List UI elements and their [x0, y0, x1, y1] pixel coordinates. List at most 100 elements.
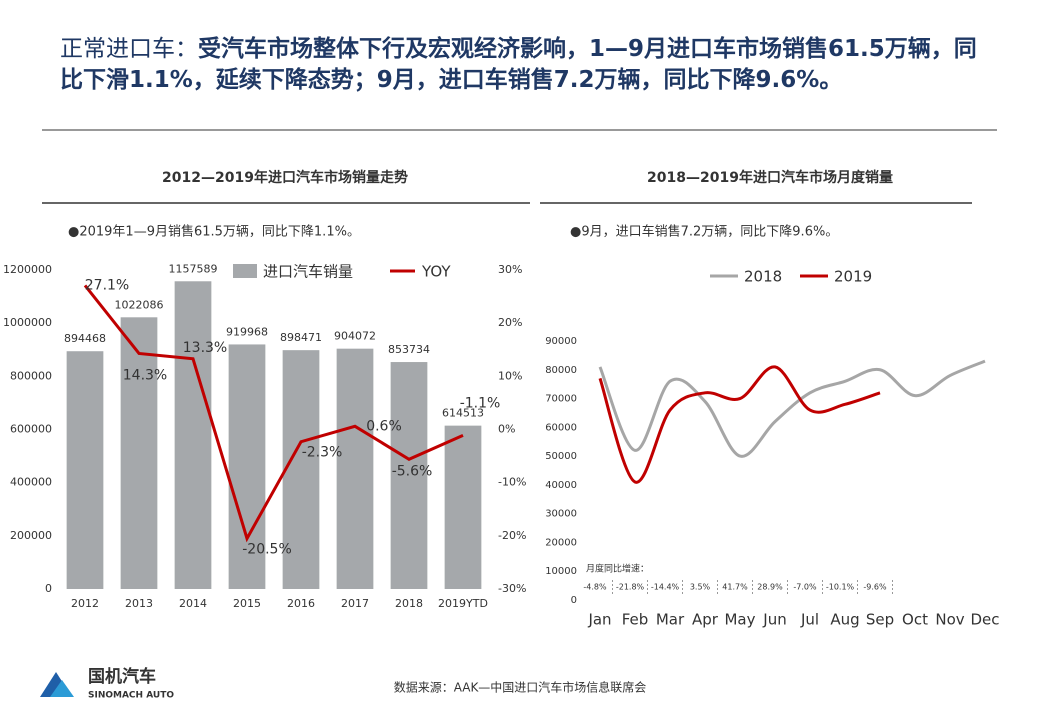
x-tick-label: 2015	[233, 597, 261, 610]
bar	[390, 362, 428, 589]
legend-label: 2019	[834, 268, 872, 286]
x-tick-label: Apr	[692, 611, 719, 629]
y-tick-label: 600000	[10, 423, 52, 436]
bar-label: 919968	[226, 325, 268, 338]
y2-tick-label: -10%	[498, 476, 526, 489]
y-tick-label: 0	[571, 595, 577, 606]
annotation: -7.0%	[793, 583, 817, 592]
logo-sub: SINOMACH AUTO	[88, 691, 174, 701]
y-tick-label: 800000	[10, 369, 52, 382]
logo: 国机汽车 SINOMACH AUTO	[40, 666, 174, 701]
x-tick-label: Mar	[656, 611, 685, 629]
line	[598, 365, 881, 484]
x-tick-label: Feb	[622, 611, 649, 629]
logo-mark	[50, 680, 74, 697]
y2-tick-label: 0%	[498, 423, 515, 436]
y-tick-label: 400000	[10, 476, 52, 489]
x-tick-label: Oct	[902, 611, 928, 629]
bar	[174, 281, 212, 589]
x-tick-label: 2014	[179, 597, 207, 610]
bar-label: 1022086	[115, 298, 164, 311]
headline: 正常进口车：受汽车市场整体下行及宏观经济影响，1—9月进口车市场销售61.5万辆…	[60, 34, 995, 96]
annotation: 41.7%	[722, 583, 748, 592]
bar	[228, 344, 266, 589]
line	[598, 359, 986, 458]
line-label: -5.6%	[392, 463, 433, 479]
y-tick-label: 20000	[545, 537, 577, 548]
y-tick-label: 0	[45, 582, 52, 595]
y-tick-label: 1200000	[3, 263, 52, 276]
y-tick-label: 70000	[545, 394, 577, 405]
x-tick-label: Sep	[866, 611, 894, 629]
headline-text: 受汽车市场整体下行及宏观经济影响，1—9月进口车市场销售61.5万辆，同比下滑1…	[60, 36, 977, 93]
x-tick-label: 2019YTD	[438, 597, 488, 610]
bar-label: 614513	[442, 407, 484, 420]
y-tick-label: 90000	[545, 336, 577, 347]
x-tick-label: Jan	[587, 611, 611, 629]
x-tick-label: Jul	[800, 611, 819, 629]
bar	[120, 317, 158, 589]
line-label: -1.1%	[460, 395, 501, 411]
y2-tick-label: 10%	[498, 369, 522, 382]
bar	[444, 425, 482, 589]
chart-title: 2012—2019年进口汽车市场销量走势	[162, 169, 408, 186]
legend-label: 2018	[744, 268, 782, 286]
chart-note: ●9月，进口车销售7.2万辆，同比下降9.6%。	[570, 224, 838, 240]
bar-label: 853734	[388, 343, 430, 356]
bar	[66, 351, 104, 589]
bar-label: 898471	[280, 331, 322, 344]
x-tick-label: 2018	[395, 597, 423, 610]
bar	[336, 348, 374, 589]
line-label: -2.3%	[302, 445, 343, 461]
legend-label: YOY	[421, 263, 451, 281]
annotation: -14.4%	[651, 583, 680, 592]
y-tick-label: 30000	[545, 509, 577, 520]
line-label: 27.1%	[85, 277, 129, 293]
x-tick-label: Aug	[830, 611, 859, 629]
y-tick-label: 80000	[545, 365, 577, 376]
bar-label: 1157589	[169, 262, 218, 275]
y-tick-label: 200000	[10, 529, 52, 542]
chart-note: ●2019年1—9月销售61.5万辆，同比下降1.1%。	[68, 224, 360, 240]
x-tick-label: 2017	[341, 597, 369, 610]
legend-swatch	[233, 264, 257, 278]
bar-label: 904072	[334, 330, 376, 343]
annotation: 28.9%	[757, 583, 783, 592]
line-label: 0.6%	[366, 418, 402, 434]
x-tick-label: May	[724, 611, 755, 629]
y-tick-label: 60000	[545, 422, 577, 433]
line-label: -20.5%	[242, 541, 292, 557]
line-label: 13.3%	[183, 340, 227, 356]
y2-tick-label: -30%	[498, 582, 526, 595]
headline-lead: 正常进口车：	[60, 36, 198, 62]
annotation-title: 月度同比增速：	[586, 563, 649, 575]
x-tick-label: Dec	[970, 611, 999, 629]
y-tick-label: 50000	[545, 451, 577, 462]
x-tick-label: Nov	[935, 611, 964, 629]
y2-tick-label: -20%	[498, 529, 526, 542]
y-tick-label: 1000000	[3, 316, 52, 329]
chart-title: 2018—2019年进口汽车市场月度销量	[647, 169, 893, 186]
annotation: -10.1%	[826, 583, 855, 592]
annotation: 3.5%	[690, 583, 711, 592]
x-tick-label: 2016	[287, 597, 315, 610]
x-tick-label: 2013	[125, 597, 153, 610]
logo-name: 国机汽车	[88, 666, 156, 687]
annotation: -4.8%	[583, 583, 607, 592]
x-tick-label: 2012	[71, 597, 99, 610]
y-tick-label: 40000	[545, 480, 577, 491]
line-label: 14.3%	[123, 367, 167, 383]
x-tick-label: Jun	[762, 611, 786, 629]
y2-tick-label: 20%	[498, 316, 522, 329]
bar	[282, 350, 320, 589]
legend-label: 进口汽车销量	[263, 263, 353, 281]
line	[83, 284, 464, 543]
source: 数据来源：AAK—中国进口汽车市场信息联席会	[394, 680, 647, 695]
y-tick-label: 10000	[545, 566, 577, 577]
y2-tick-label: 30%	[498, 263, 522, 276]
bar-label: 894468	[64, 332, 106, 345]
annotation: -9.6%	[863, 583, 887, 592]
annotation: -21.8%	[616, 583, 645, 592]
